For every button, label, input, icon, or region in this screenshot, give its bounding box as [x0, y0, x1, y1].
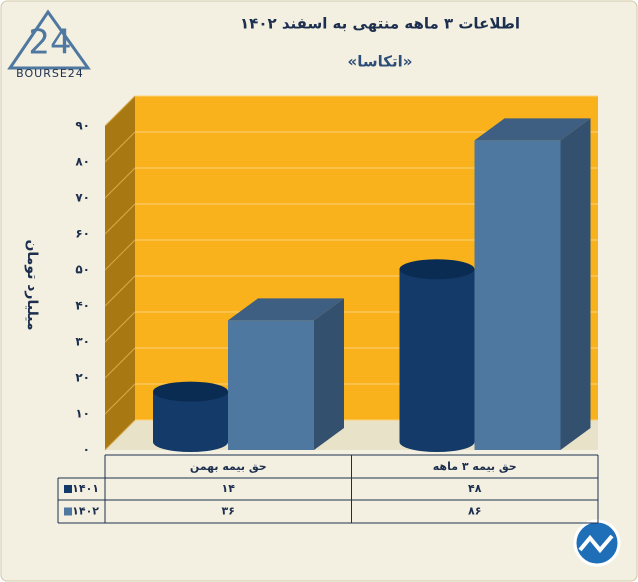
y-tick-label: ۷۰ [75, 191, 90, 205]
y-tick-label: ۹۰ [75, 119, 90, 133]
legend-label: ۱۴۰۲ [72, 505, 99, 518]
logo-triangle [7, 9, 91, 70]
side-grid-line [104, 239, 136, 271]
side-grid-line [104, 203, 136, 235]
y-tick-label: ۶۰ [75, 227, 90, 241]
side-grid-line [104, 347, 136, 379]
side-grid-line [104, 95, 136, 127]
y-tick-label: ۸۰ [75, 155, 90, 169]
legend-swatch [64, 507, 72, 516]
logo-mark: 24 [28, 23, 71, 63]
chart-title: اطلاعات ۳ ماهه منتهی به اسفند ۱۴۰۲ [240, 15, 520, 33]
cylinder-top [153, 381, 228, 402]
y-tick-label: ۵۰ [75, 263, 90, 277]
side-wall [105, 96, 135, 450]
bar [474, 140, 561, 450]
box-top [228, 298, 344, 321]
side-grid-line [104, 311, 136, 343]
side-grid-line [104, 383, 136, 415]
table-value: ۴۸ [468, 482, 482, 495]
corner-logo [573, 519, 621, 567]
side-grid-line [104, 131, 136, 163]
y-tick-label: ۴۰ [75, 299, 90, 313]
table-value: ۳۶ [222, 505, 235, 518]
box-side [560, 118, 591, 451]
box-side [314, 298, 344, 450]
logo-text: BOURSE24 [16, 67, 84, 80]
y-tick-label: ۱۰ [75, 407, 90, 421]
cylinder-top [399, 259, 475, 280]
side-grid-line [104, 275, 136, 307]
y-axis-label: میلیارد تومان [24, 239, 40, 330]
side-grid-line [104, 419, 136, 451]
legend-swatch [64, 485, 72, 493]
bar [228, 320, 314, 450]
y-tick-label: ۳۰ [75, 335, 90, 349]
corner-logo-arrow [578, 534, 614, 554]
side-grid-line [104, 167, 136, 199]
x-tick-label: حق بیمه ۳ ماهه [433, 460, 517, 473]
table-value: ۸۶ [468, 505, 481, 518]
legend-label: ۱۴۰۱ [72, 482, 99, 495]
logo: 24 BOURSE24 [7, 9, 91, 80]
y-tick-label: ۲۰ [75, 371, 90, 385]
box-top [474, 118, 591, 141]
corner-logo-circle [573, 519, 621, 567]
chart-subtitle: «اتکاسا» [348, 53, 413, 71]
x-tick-label: حق بیمه بهمن [190, 460, 267, 473]
table-value: ۱۴ [222, 482, 236, 495]
y-tick-label: ۰ [83, 443, 90, 457]
bar [399, 269, 475, 442]
